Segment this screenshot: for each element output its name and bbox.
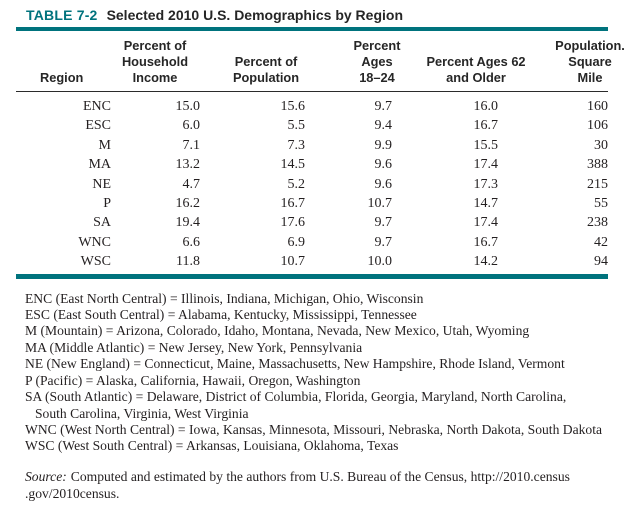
- value-cell: 55: [594, 196, 608, 212]
- value-cell: 14.5: [280, 157, 306, 173]
- value-cell: 14.7: [473, 196, 499, 212]
- footnote-line: P (Pacific) = Alaska, California, Hawaii…: [25, 372, 361, 388]
- value-cell: 16.7: [473, 118, 499, 134]
- value-cell: 9.4: [374, 118, 393, 134]
- value-cell: 6.0: [182, 118, 201, 134]
- value-cell: 4.7: [182, 176, 201, 192]
- table-row: SA 19.4 17.6 9.7 17.4 238: [16, 213, 608, 232]
- table-number-label: TABLE 7-2: [26, 7, 98, 23]
- column-header-population: Percent of Population: [232, 54, 300, 85]
- value-cell: 94: [594, 254, 608, 270]
- table-row: MA 13.2 14.5 9.6 17.4 388: [16, 155, 608, 174]
- source-label: Source:: [25, 468, 67, 484]
- value-cell: 9.6: [374, 157, 393, 173]
- region-cell: WNC: [78, 234, 111, 250]
- value-cell: 215: [587, 176, 608, 192]
- value-cell: 17.4: [473, 157, 499, 173]
- value-cell: 9.7: [374, 99, 393, 114]
- value-cell: 106: [587, 118, 608, 134]
- column-header-population-square-mile: Population. Square Mile: [555, 38, 624, 85]
- value-cell: 15.5: [473, 137, 499, 153]
- region-key-footnotes: ENC (East North Central) = Illinois, Ind…: [25, 291, 608, 455]
- value-cell: 17.6: [280, 215, 306, 231]
- value-cell: 10.0: [367, 254, 393, 270]
- table-header-row: Region Percent of Household Income Perce…: [16, 31, 624, 92]
- table-row: NE 4.7 5.2 9.6 17.3 215: [16, 175, 608, 194]
- value-cell: 16.0: [473, 99, 499, 114]
- value-cell: 16.7: [473, 234, 499, 250]
- footnote-line: WNC (West North Central) = Iowa, Kansas,…: [25, 421, 603, 437]
- footnote-line: NE (New England) = Connecticut, Maine, M…: [25, 356, 565, 372]
- table-row: ENC 15.0 15.6 9.7 16.0 160: [16, 92, 608, 116]
- region-cell: MA: [88, 157, 111, 173]
- demographics-table: ENC 15.0 15.6 9.7 16.0 160 ESC 6.0 5.5 9…: [16, 92, 608, 272]
- table-row: WSC 11.8 10.7 10.0 14.2 94: [16, 252, 608, 271]
- value-cell: 15.0: [175, 99, 201, 114]
- region-cell: WSC: [80, 254, 111, 270]
- column-header-ages-62-older: Percent Ages 62 and Older: [426, 54, 526, 85]
- table-row: M 7.1 7.3 9.9 15.5 30: [16, 136, 608, 155]
- footnote-continuation-line: South Carolina, Virginia, West Virginia: [35, 405, 249, 421]
- footnote-line: WSC (West South Central) = Arkansas, Lou…: [25, 438, 399, 454]
- region-cell: M: [98, 137, 111, 153]
- value-cell: 13.2: [175, 157, 201, 173]
- value-cell: 11.8: [176, 254, 200, 270]
- value-cell: 42: [594, 234, 608, 250]
- footnote-line: ENC (East North Central) = Illinois, Ind…: [25, 290, 424, 306]
- region-cell: ENC: [83, 99, 111, 114]
- bottom-rule: [16, 273, 608, 279]
- value-cell: 17.4: [473, 215, 499, 231]
- value-cell: 10.7: [280, 254, 306, 270]
- table-row: P 16.2 16.7 10.7 14.7 55: [16, 194, 608, 213]
- value-cell: 17.3: [473, 176, 499, 192]
- column-header-household-income: Percent of Household Income: [121, 38, 189, 85]
- footnote-line: SA (South Atlantic) = Delaware, District…: [25, 389, 567, 405]
- value-cell: 388: [587, 157, 608, 173]
- table-caption: TABLE 7-2 Selected 2010 U.S. Demographics…: [26, 7, 608, 24]
- column-header-region: Region: [40, 70, 84, 85]
- footnote-line: MA (Middle Atlantic) = New Jersey, New Y…: [25, 339, 363, 355]
- value-cell: 15.6: [280, 99, 306, 114]
- source-note: Source: Computed and estimated by the aut…: [25, 468, 608, 502]
- value-cell: 10.7: [367, 196, 393, 212]
- source-text: Computed and estimated by the authors fr…: [70, 468, 570, 484]
- region-cell: NE: [92, 176, 111, 192]
- value-cell: 9.7: [374, 234, 393, 250]
- value-cell: 30: [594, 137, 608, 153]
- region-cell: SA: [93, 215, 111, 231]
- footnote-line: ESC (East South Central) = Alabama, Kent…: [25, 307, 417, 323]
- value-cell: 7.3: [287, 137, 306, 153]
- value-cell: 6.6: [182, 234, 201, 250]
- source-line-1: Source: Computed and estimated by the aut…: [25, 468, 608, 485]
- value-cell: 9.7: [374, 215, 393, 231]
- table-title: Selected 2010 U.S. Demographics by Regio…: [106, 7, 403, 23]
- value-cell: 19.4: [175, 215, 201, 231]
- top-rule: [16, 27, 608, 31]
- value-cell: 16.7: [280, 196, 306, 212]
- value-cell: 7.1: [182, 137, 201, 153]
- region-cell: ESC: [85, 118, 111, 134]
- column-header-ages-18-24: Percent Ages 18–24: [353, 38, 401, 85]
- region-cell: P: [103, 196, 111, 212]
- value-cell: 160: [587, 99, 608, 114]
- value-cell: 14.2: [473, 254, 499, 270]
- value-cell: 9.6: [374, 176, 393, 192]
- value-cell: 9.9: [374, 137, 393, 153]
- footnote-line: M (Mountain) = Arizona, Colorado, Idaho,…: [25, 323, 530, 339]
- table-row: ESC 6.0 5.5 9.4 16.7 106: [16, 116, 608, 135]
- value-cell: 238: [587, 215, 608, 231]
- table-row: WNC 6.6 6.9 9.7 16.7 42: [16, 233, 608, 252]
- value-cell: 16.2: [175, 196, 201, 212]
- source-line-2: .gov/2010census.: [25, 485, 120, 501]
- value-cell: 5.5: [287, 118, 306, 134]
- value-cell: 6.9: [287, 234, 306, 250]
- value-cell: 5.2: [287, 176, 306, 192]
